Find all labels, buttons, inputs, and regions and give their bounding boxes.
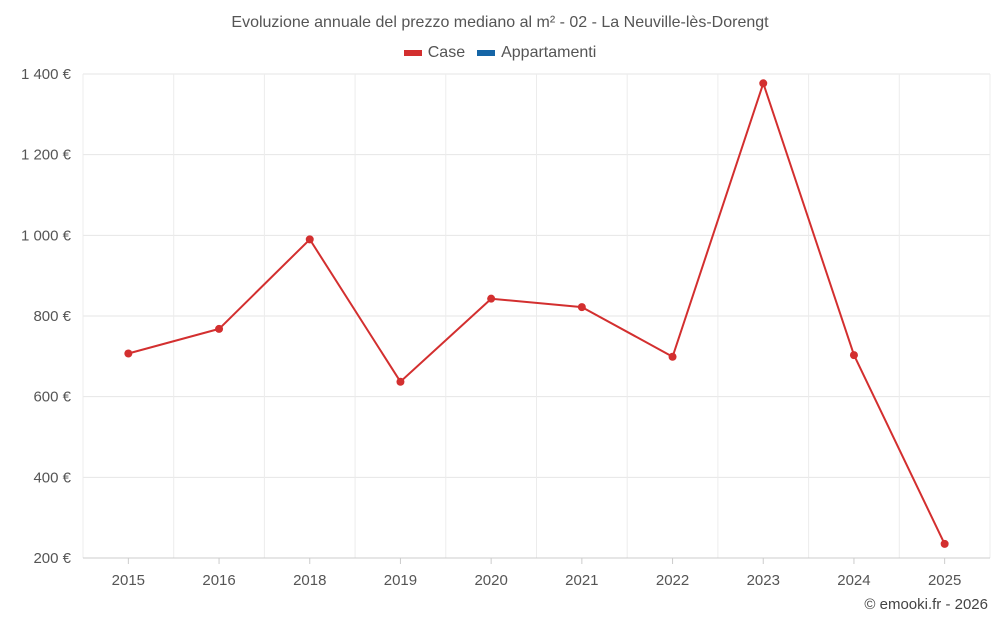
x-tick-label: 2016 xyxy=(202,572,235,589)
x-tick-label: 2020 xyxy=(474,572,507,589)
legend-label-case: Case xyxy=(427,44,466,61)
data-point xyxy=(487,294,496,303)
x-tick-label: 2023 xyxy=(747,572,780,589)
legend-item-case[interactable]: Case xyxy=(403,44,466,62)
x-tick-label: 2021 xyxy=(565,572,598,589)
data-point xyxy=(849,351,858,360)
data-point xyxy=(124,349,133,358)
data-point xyxy=(305,235,314,244)
data-point xyxy=(759,79,768,88)
legend: Case Appartamenti xyxy=(0,44,1000,62)
y-tick-label: 800 € xyxy=(33,308,71,325)
chart-title: Evoluzione annuale del prezzo mediano al… xyxy=(231,14,769,31)
y-tick-label: 200 € xyxy=(33,550,71,567)
legend-item-appartamenti[interactable]: Appartamenti xyxy=(477,44,596,62)
y-tick-label: 600 € xyxy=(33,389,71,406)
data-point xyxy=(215,324,224,333)
x-tick-label: 2018 xyxy=(293,572,326,589)
y-tick-label: 1 000 € xyxy=(21,227,72,244)
legend-swatch-case xyxy=(403,50,422,56)
x-tick-label: 2024 xyxy=(837,572,870,589)
data-point xyxy=(396,377,405,386)
x-tick-label: 2022 xyxy=(656,572,689,589)
data-point xyxy=(940,539,949,548)
legend-label-appartamenti: Appartamenti xyxy=(501,44,597,61)
y-tick-label: 400 € xyxy=(33,469,71,486)
data-point xyxy=(668,352,677,361)
x-tick-label: 2019 xyxy=(384,572,417,589)
credit-text: © emooki.fr - 2026 xyxy=(864,596,988,613)
legend-swatch-appartamenti xyxy=(477,50,496,56)
y-tick-label: 1 200 € xyxy=(21,147,72,164)
x-tick-label: 2025 xyxy=(928,572,961,589)
x-tick-label: 2015 xyxy=(112,572,145,589)
data-point xyxy=(577,303,586,312)
y-tick-label: 1 400 € xyxy=(21,66,72,83)
series-line-case xyxy=(128,82,946,545)
